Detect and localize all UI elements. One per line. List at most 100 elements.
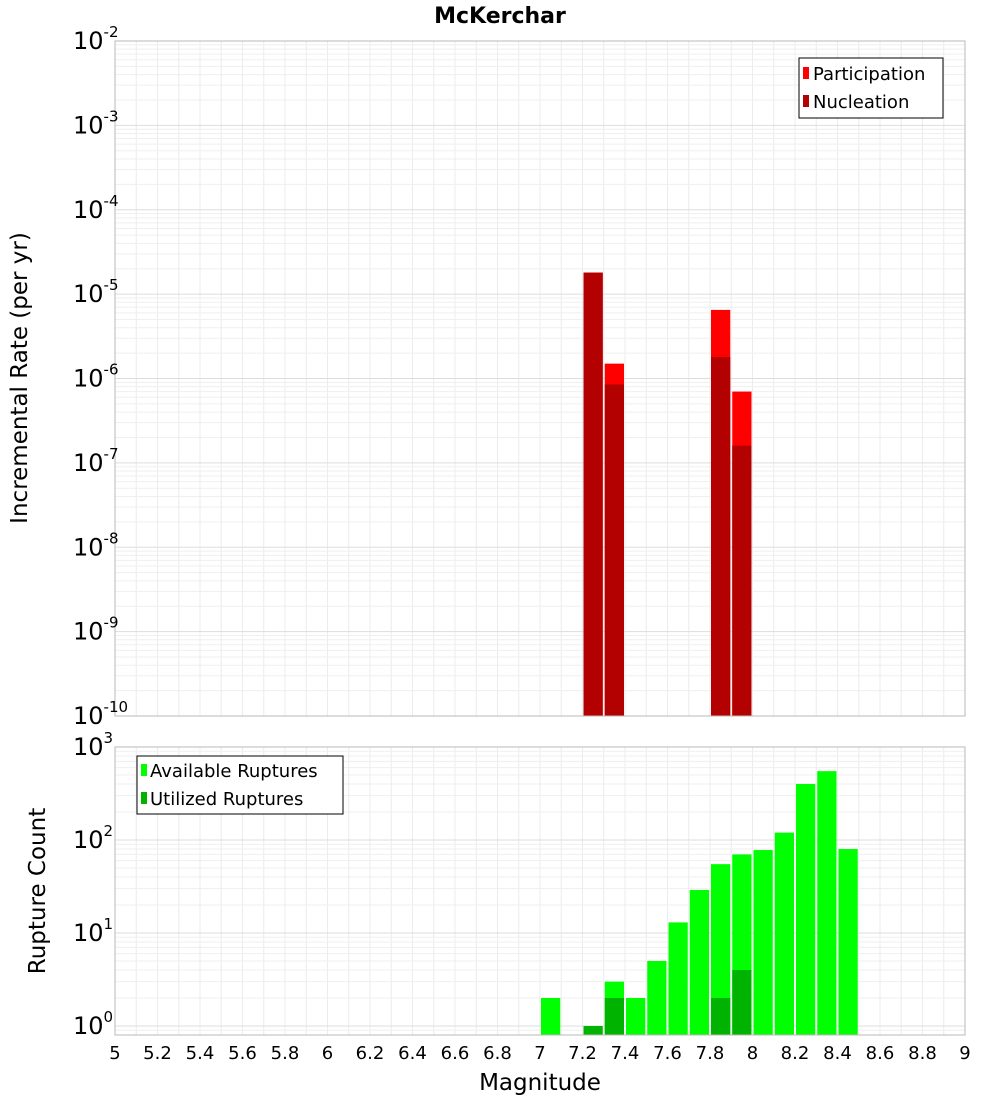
x-tick-label: 5.6 — [228, 1043, 257, 1064]
y-tick-mantissa: 10 — [73, 919, 104, 947]
bottom-bars — [541, 771, 858, 1035]
bar-available-ruptures — [774, 832, 794, 1035]
bar-utilized-ruptures — [711, 997, 731, 1035]
top-grid — [115, 41, 965, 716]
y-tick-mantissa: 10 — [73, 1012, 104, 1040]
bar-available-ruptures — [668, 922, 688, 1035]
top-y-tick-label: 10-9 — [73, 614, 119, 646]
x-tick-label: 5.4 — [186, 1043, 215, 1064]
bottom-y-tick-label: 102 — [73, 822, 113, 854]
y-tick-exponent: -8 — [104, 529, 119, 547]
bar-available-ruptures — [796, 784, 816, 1035]
y-tick-exponent: -9 — [104, 614, 119, 632]
bar-nucleation — [711, 356, 731, 716]
y-tick-mantissa: 10 — [73, 533, 104, 561]
legend-label-utilized: Utilized Ruptures — [150, 789, 303, 810]
x-tick-label: 7 — [534, 1043, 545, 1064]
legend-swatch-utilized — [141, 792, 147, 804]
y-tick-exponent: -10 — [104, 698, 129, 716]
y-tick-mantissa: 10 — [73, 826, 104, 854]
y-tick-exponent: -4 — [104, 192, 119, 210]
y-tick-mantissa: 10 — [73, 27, 104, 55]
y-tick-mantissa: 10 — [73, 365, 104, 393]
y-tick-mantissa: 10 — [73, 733, 104, 761]
x-tick-label: 8.8 — [908, 1043, 937, 1064]
bar-utilized-ruptures — [583, 1025, 603, 1035]
bottom-legend-box — [136, 755, 344, 815]
x-tick-label: 5 — [109, 1043, 120, 1064]
bar-available-ruptures — [647, 960, 667, 1035]
legend-swatch-participation — [803, 67, 809, 79]
x-tick-label: 7.2 — [568, 1043, 597, 1064]
x-tick-label: 8.6 — [866, 1043, 895, 1064]
x-tick-label: 6.6 — [441, 1043, 470, 1064]
bottom-y-tick-label: 100 — [73, 1008, 113, 1040]
x-tick-label: 6.8 — [483, 1043, 512, 1064]
y-tick-mantissa: 10 — [73, 196, 104, 224]
x-tick-label: 6.4 — [398, 1043, 427, 1064]
bar-nucleation — [732, 445, 752, 716]
x-tick-label: 6.2 — [356, 1043, 385, 1064]
chart-title: McKerchar — [434, 4, 566, 29]
bottom-plot-border — [114, 746, 966, 1036]
legend-swatch-nucleation — [803, 95, 809, 107]
legend-label-available: Available Ruptures — [150, 761, 318, 782]
x-tick-label: 7.6 — [653, 1043, 682, 1064]
bottom-y-tick-label: 103 — [73, 729, 113, 761]
top-y-tick-label: 10-8 — [73, 529, 119, 561]
y-tick-exponent: 2 — [104, 822, 114, 840]
x-tick-label: 9 — [959, 1043, 970, 1064]
y-tick-mantissa: 10 — [73, 618, 104, 646]
y-tick-exponent: 1 — [104, 915, 114, 933]
x-tick-label: 5.8 — [271, 1043, 300, 1064]
bar-available-ruptures — [817, 771, 837, 1035]
bottom-y-tick-label: 101 — [73, 915, 113, 947]
top-legend: Participation Nucleation — [798, 57, 944, 119]
y-tick-exponent: -5 — [104, 276, 119, 294]
legend-label-participation: Participation — [813, 64, 925, 85]
top-y-axis-title: Incremental Rate (per yr) — [7, 232, 33, 524]
x-axis-title: Magnitude — [479, 1070, 601, 1096]
y-tick-exponent: -2 — [104, 23, 119, 41]
x-tick-label: 5.2 — [143, 1043, 172, 1064]
y-tick-mantissa: 10 — [73, 449, 104, 477]
bar-utilized-ruptures — [604, 997, 624, 1035]
top-y-tick-label: 10-6 — [73, 361, 119, 393]
bar-nucleation — [604, 384, 624, 716]
bar-available-ruptures — [689, 889, 709, 1035]
top-y-tick-label: 10-3 — [73, 107, 119, 139]
y-tick-mantissa: 10 — [73, 111, 104, 139]
bar-available-ruptures — [541, 997, 561, 1035]
top-y-tick-label: 10-5 — [73, 276, 119, 308]
top-plot-border — [114, 40, 966, 717]
x-tick-label: 8 — [747, 1043, 758, 1064]
bar-available-ruptures — [711, 864, 731, 1035]
y-tick-exponent: 3 — [104, 729, 114, 747]
bottom-legend: Available Ruptures Utilized Ruptures — [136, 755, 344, 815]
top-y-tick-label: 10-10 — [73, 698, 128, 730]
top-legend-box — [798, 57, 944, 119]
bar-nucleation — [583, 272, 603, 716]
bar-utilized-ruptures — [732, 969, 752, 1035]
y-tick-exponent: -6 — [104, 361, 119, 379]
y-tick-mantissa: 10 — [73, 280, 104, 308]
legend-label-nucleation: Nucleation — [813, 92, 909, 113]
bar-available-ruptures — [838, 849, 858, 1035]
top-y-tick-label: 10-7 — [73, 445, 119, 477]
top-y-tick-label: 10-4 — [73, 192, 119, 224]
bottom-y-axis-title: Rupture Count — [25, 808, 51, 974]
bottom-x-ticks: 5 5.2 5.4 5.6 5.8 6 6.2 6.4 6.6 6.8 7 7.2 7.4 7.6 7.8 8… — [109, 1043, 970, 1064]
y-tick-exponent: 0 — [104, 1008, 114, 1026]
y-tick-exponent: -7 — [104, 445, 119, 463]
x-tick-label: 7.4 — [611, 1043, 640, 1064]
top-bars — [583, 272, 752, 716]
y-tick-exponent: -3 — [104, 107, 119, 125]
x-tick-label: 8.4 — [823, 1043, 852, 1064]
x-tick-label: 8.2 — [781, 1043, 810, 1064]
legend-swatch-available — [141, 764, 147, 776]
